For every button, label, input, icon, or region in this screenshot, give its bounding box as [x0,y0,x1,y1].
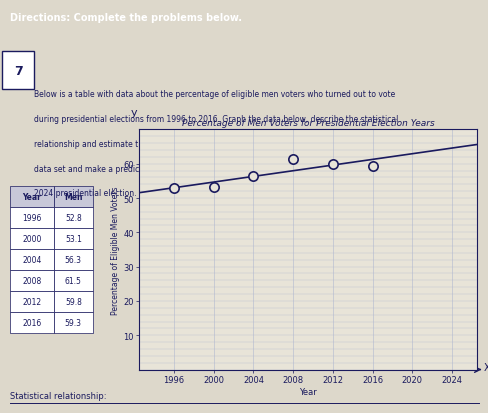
FancyBboxPatch shape [10,249,54,271]
Point [328,162,336,169]
Text: 52.8: 52.8 [65,214,81,223]
FancyBboxPatch shape [54,271,93,292]
FancyBboxPatch shape [10,229,54,249]
FancyBboxPatch shape [54,208,93,229]
Text: 56.3: 56.3 [65,256,81,265]
Text: 2008: 2008 [22,276,41,285]
Y-axis label: Percentage of Eligible Men Voters: Percentage of Eligible Men Voters [111,186,120,314]
Text: data set and make a prediction about the percentage of men who will turn out to : data set and make a prediction about the… [34,164,389,173]
Text: 2016: 2016 [22,318,41,327]
Text: y: y [131,108,138,118]
Text: X: X [483,363,488,373]
Text: relationship and estimate the correlation coefficient. Write the equation of a l: relationship and estimate the correlatio… [34,140,391,148]
Point [209,185,217,191]
Text: 59.8: 59.8 [65,297,81,306]
FancyBboxPatch shape [2,52,34,90]
Text: 2024 presidential election.: 2024 presidential election. [34,189,137,198]
Text: Year: Year [22,193,41,202]
Text: 1996: 1996 [22,214,41,223]
FancyBboxPatch shape [10,271,54,292]
FancyBboxPatch shape [10,187,54,208]
Point [249,174,257,180]
Text: 2000: 2000 [22,235,41,244]
Text: 7: 7 [14,64,22,78]
Text: Below is a table with data about the percentage of eligible men voters who turne: Below is a table with data about the per… [34,90,395,99]
FancyBboxPatch shape [54,312,93,333]
Text: 2004: 2004 [22,256,41,265]
Text: 61.5: 61.5 [65,276,81,285]
FancyBboxPatch shape [54,292,93,312]
Title: Percentage of Men Voters for Presidential Election Years: Percentage of Men Voters for Presidentia… [182,119,433,128]
Point [289,156,297,162]
Point [368,164,376,170]
Text: 2012: 2012 [22,297,41,306]
FancyBboxPatch shape [54,187,93,208]
Point [170,186,178,192]
Text: Directions: Complete the problems below.: Directions: Complete the problems below. [10,13,241,23]
Text: during presidential elections from 1996 to 2016. Graph the data below, describe : during presidential elections from 1996 … [34,115,398,124]
FancyBboxPatch shape [10,312,54,333]
Text: Men: Men [64,193,82,202]
Text: Statistical relationship:: Statistical relationship: [10,391,106,400]
FancyBboxPatch shape [10,208,54,229]
Text: 59.3: 59.3 [65,318,81,327]
FancyBboxPatch shape [54,249,93,271]
FancyBboxPatch shape [10,292,54,312]
Text: 53.1: 53.1 [65,235,81,244]
FancyBboxPatch shape [54,229,93,249]
X-axis label: Year: Year [299,387,316,396]
